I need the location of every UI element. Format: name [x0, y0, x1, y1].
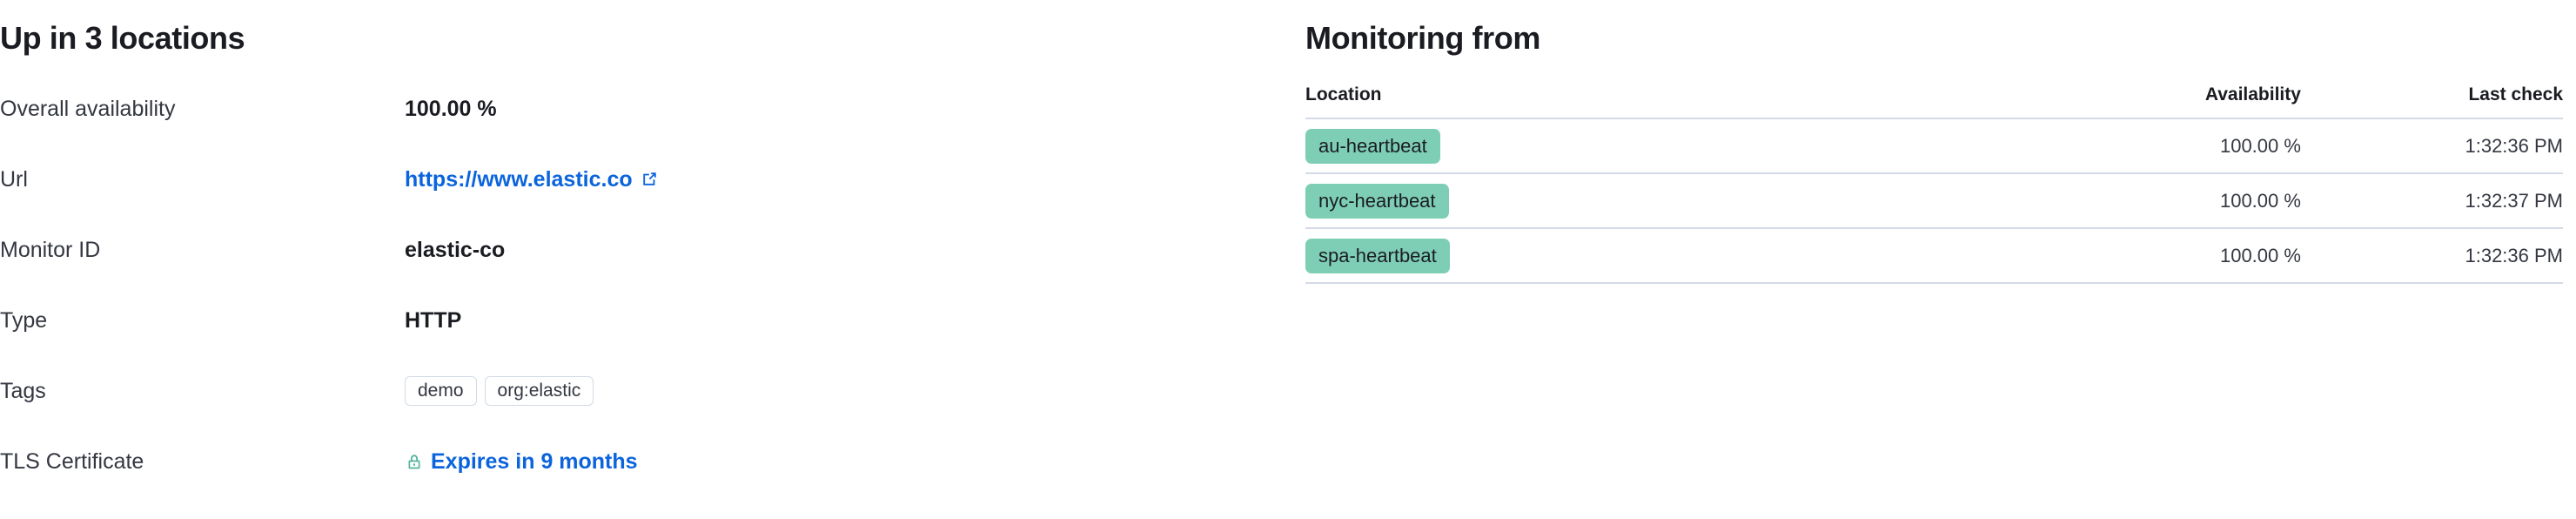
cell-availability: 100.00 %: [1951, 118, 2301, 174]
column-header-availability[interactable]: Availability: [1951, 84, 2301, 119]
detail-label: TLS Certificate: [0, 448, 144, 474]
external-link-icon: [641, 170, 659, 188]
detail-row-tls-certificate: TLS Certificate Expires in 9 months: [0, 426, 1305, 496]
monitor-id-value: elastic-co: [405, 237, 506, 262]
tag-pill[interactable]: org:elastic: [484, 375, 594, 406]
detail-row-monitor-id: Monitor ID elastic-co: [0, 214, 1305, 285]
url-link[interactable]: https://www.elastic.co: [405, 165, 659, 193]
tls-certificate-label: Expires in 9 months: [431, 448, 638, 474]
table-header-row: Location Availability Last check: [1305, 84, 2563, 119]
table-row[interactable]: au-heartbeat 100.00 % 1:32:36 PM: [1305, 118, 2563, 174]
column-header-last-check[interactable]: Last check: [2300, 84, 2563, 119]
location-badge[interactable]: au-heartbeat: [1305, 128, 1440, 164]
detail-row-url: Url https://www.elastic.co: [0, 144, 1305, 214]
detail-row-tags: Tags demo org:elastic: [0, 355, 1305, 426]
detail-label: Type: [0, 307, 48, 333]
cell-location: au-heartbeat: [1305, 118, 1952, 174]
detail-label: Monitor ID: [0, 237, 101, 262]
detail-label: Overall availability: [0, 96, 176, 121]
detail-label: Tags: [0, 378, 46, 403]
monitor-detail-list: Overall availability 100.00 % Url https:…: [0, 57, 1305, 496]
cell-location: spa-heartbeat: [1305, 228, 1952, 284]
monitor-summary-panel: Up in 3 locations Overall availability 1…: [0, 20, 1305, 496]
tag-list: demo org:elastic: [405, 375, 594, 406]
tags-value: demo org:elastic: [405, 375, 1305, 406]
cell-last-check: 1:32:37 PM: [2300, 173, 2563, 229]
table-body: au-heartbeat 100.00 % 1:32:36 PM nyc-hea…: [1305, 118, 2563, 284]
url-link-label: https://www.elastic.co: [405, 166, 633, 192]
overall-availability-value: 100.00 %: [405, 96, 497, 121]
tls-certificate-value: Expires in 9 months: [405, 448, 1305, 475]
monitoring-locations-table-wrapper: Location Availability Last check au-hear…: [1305, 57, 2563, 284]
lock-icon: [405, 452, 424, 471]
cell-last-check: 1:32:36 PM: [2300, 228, 2563, 284]
cell-last-check: 1:32:36 PM: [2300, 118, 2563, 174]
table-row[interactable]: spa-heartbeat 100.00 % 1:32:36 PM: [1305, 228, 2563, 284]
tls-certificate-link[interactable]: Expires in 9 months: [405, 448, 638, 475]
cell-availability: 100.00 %: [1951, 228, 2301, 284]
monitoring-from-title: Monitoring from: [1305, 20, 1540, 56]
monitoring-locations-table: Location Availability Last check au-hear…: [1305, 84, 2563, 284]
location-badge[interactable]: nyc-heartbeat: [1305, 183, 1449, 219]
url-value: https://www.elastic.co: [405, 165, 1305, 193]
cell-location: nyc-heartbeat: [1305, 173, 1952, 229]
detail-label: Url: [0, 166, 28, 192]
monitor-type-value: HTTP: [405, 307, 462, 333]
table-row[interactable]: nyc-heartbeat 100.00 % 1:32:37 PM: [1305, 173, 2563, 229]
monitoring-from-panel: Monitoring from Location Availability La…: [1305, 0, 2576, 519]
location-badge[interactable]: spa-heartbeat: [1305, 238, 1450, 273]
table-header: Location Availability Last check: [1305, 84, 2563, 119]
detail-row-overall-availability: Overall availability 100.00 %: [0, 73, 1305, 144]
page-title: Up in 3 locations: [0, 20, 245, 56]
tag-pill[interactable]: demo: [405, 375, 477, 406]
cell-availability: 100.00 %: [1951, 173, 2301, 229]
detail-row-type: Type HTTP: [0, 285, 1305, 355]
column-header-location[interactable]: Location: [1305, 84, 1952, 119]
